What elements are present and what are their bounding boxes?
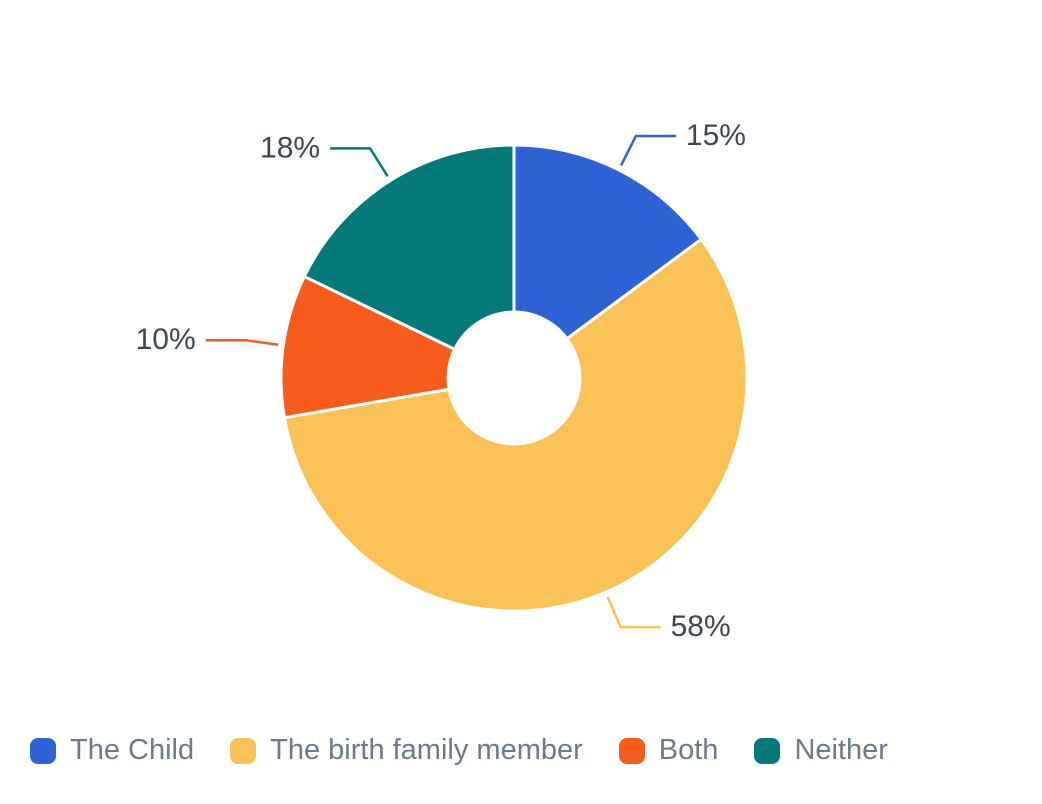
data-label-1: 58% — [671, 610, 731, 643]
legend-item-both[interactable]: Both — [618, 734, 719, 767]
label-leader-line-0 — [619, 134, 676, 167]
legend-label: The birth family member — [270, 734, 583, 766]
donut-chart: 15% 58% 10% 18% — [136, 119, 749, 643]
legend-item-birth-family-member[interactable]: The birth family member — [230, 734, 583, 767]
data-label-0: 15% — [686, 119, 746, 152]
legend-swatch — [754, 737, 781, 764]
legend-label: Both — [658, 734, 719, 766]
pie-slice-0[interactable] — [512, 143, 703, 341]
label-leader-line-3 — [330, 147, 389, 178]
legend-swatch — [230, 737, 257, 764]
legend-swatch — [618, 737, 645, 764]
pie-slice-1[interactable] — [282, 237, 749, 613]
legend-item-the-child[interactable]: The Child — [30, 734, 194, 767]
pie-slice-3[interactable] — [302, 143, 516, 351]
label-leader-line-2 — [205, 338, 279, 347]
data-label-3: 18% — [260, 131, 320, 164]
legend-swatch — [30, 737, 56, 764]
pie-slice-2[interactable] — [279, 274, 457, 420]
legend-label: Neither — [794, 734, 888, 766]
legend-label: The Child — [70, 734, 195, 766]
label-leader-line-1 — [606, 596, 661, 629]
legend-item-neither[interactable]: Neither — [754, 734, 888, 767]
chart-legend: The Child The birth family member Both N… — [30, 734, 888, 767]
data-label-2: 10% — [136, 323, 196, 356]
